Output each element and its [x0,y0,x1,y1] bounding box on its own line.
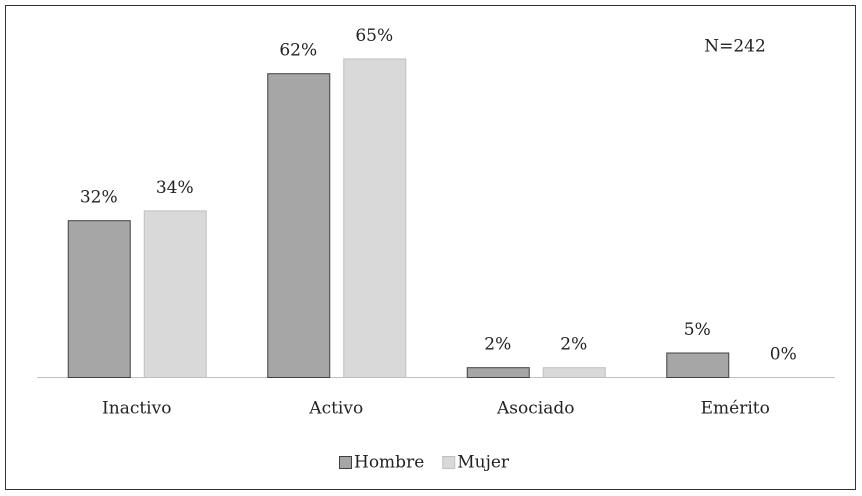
bar [267,73,331,378]
data-label: 2% [484,335,511,355]
data-label: 5% [684,320,711,340]
bar [666,352,730,378]
legend-label: Hombre [354,453,424,473]
legend-swatch [339,456,352,469]
bar [67,220,131,378]
data-label: 0% [770,345,797,365]
x-tick-label: Inactivo [102,399,171,419]
x-tick-label: Emérito [701,399,770,419]
x-tick-label: Asociado [496,399,574,419]
legend-swatch [442,456,456,469]
bar [542,367,606,379]
annotation: N=242 [704,37,766,57]
data-label: 32% [80,188,118,208]
legend-label: Mujer [457,453,510,473]
data-label: 2% [560,335,587,355]
bar [466,367,530,379]
data-label: 65% [355,26,393,46]
bar [143,210,207,378]
data-label: 34% [156,178,194,198]
bar [343,58,407,378]
data-label: 62% [279,41,317,61]
x-tick-label: Activo [308,399,363,419]
